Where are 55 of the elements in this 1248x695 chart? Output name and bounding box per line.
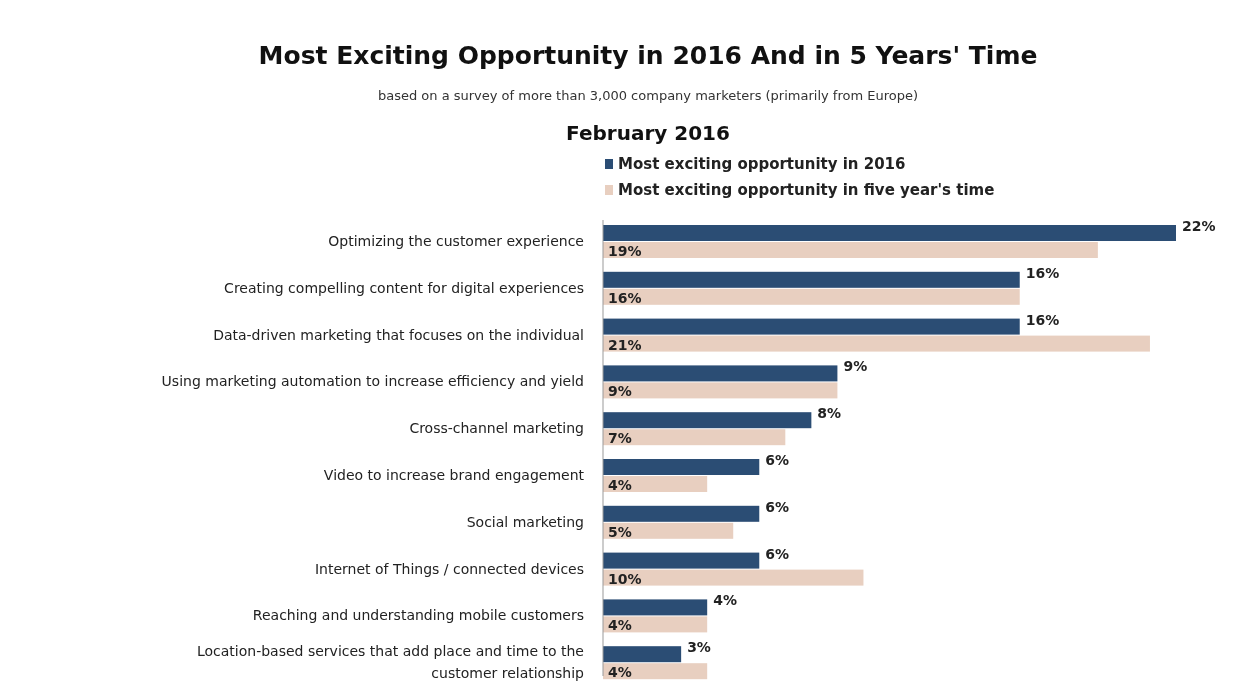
bar	[603, 552, 760, 569]
bar	[603, 225, 1176, 241]
data-label: 22%	[1182, 218, 1216, 234]
bar	[603, 616, 708, 633]
data-label: 8%	[817, 405, 842, 422]
data-label: 6%	[765, 452, 790, 468]
data-label: 4%	[608, 617, 632, 634]
bar	[603, 335, 1150, 352]
bar	[603, 365, 838, 382]
chart-subtitle: based on a survey of more than 3,000 company marketers (primarily from Europe)	[377, 88, 919, 103]
bar	[603, 663, 708, 680]
data-label: 4%	[713, 592, 737, 609]
bar	[603, 412, 812, 429]
y-tick-label: Location-based services that add place and time to the customer relationship	[196, 643, 585, 682]
data-label: 21%	[608, 336, 642, 353]
y-tick-label: Reaching and understanding mobile customers	[252, 607, 584, 624]
legend-label: Most exciting opportunity in 2016	[618, 155, 906, 173]
bar	[603, 476, 708, 492]
y-tick-label: Social marketing	[466, 513, 584, 530]
bar	[603, 646, 682, 663]
data-label: 6%	[765, 498, 790, 515]
data-label: 10%	[608, 570, 642, 587]
bar	[603, 382, 838, 399]
bar	[603, 459, 760, 475]
legend-label: Most exciting opportunity in five year's time	[618, 181, 995, 199]
y-tick-label: Creating compelling content for digital experiences	[224, 279, 584, 296]
data-label: 4%	[608, 477, 632, 493]
bar	[603, 522, 734, 539]
y-tick-label: Optimizing the customer experience	[328, 233, 584, 249]
data-label: 9%	[608, 383, 632, 400]
chart-title: Most Exciting Opportunity in 2016 And in 5 Years' Time	[258, 41, 1038, 70]
bar	[603, 569, 864, 586]
bar	[603, 318, 1020, 335]
bar	[603, 599, 708, 616]
data-label: 19%	[608, 243, 642, 259]
data-label: 16%	[608, 289, 642, 306]
y-tick-label: Video to increase brand engagement	[323, 467, 585, 483]
data-label: 9%	[843, 358, 868, 375]
data-label: 16%	[1025, 264, 1060, 281]
y-tick-label: Using marketing automation to increase efficiency and yield	[161, 373, 584, 390]
data-label: 6%	[765, 545, 790, 562]
bar	[603, 271, 1020, 288]
bar	[603, 288, 1020, 305]
y-tick-label: Cross-channel marketing	[409, 420, 584, 437]
bar	[603, 429, 786, 446]
data-label: 7%	[608, 430, 632, 447]
y-tick-label: Internet of Things / connected devices	[314, 560, 584, 577]
text: February 2016	[566, 121, 730, 145]
bar	[603, 505, 760, 522]
bar	[603, 242, 1098, 258]
data-label: 4%	[608, 664, 632, 681]
data-label: 5%	[608, 523, 632, 540]
y-tick-label: Data-driven marketing that focuses on the individual	[213, 326, 584, 343]
data-label: 16%	[1025, 311, 1060, 328]
data-label: 3%	[687, 639, 711, 656]
